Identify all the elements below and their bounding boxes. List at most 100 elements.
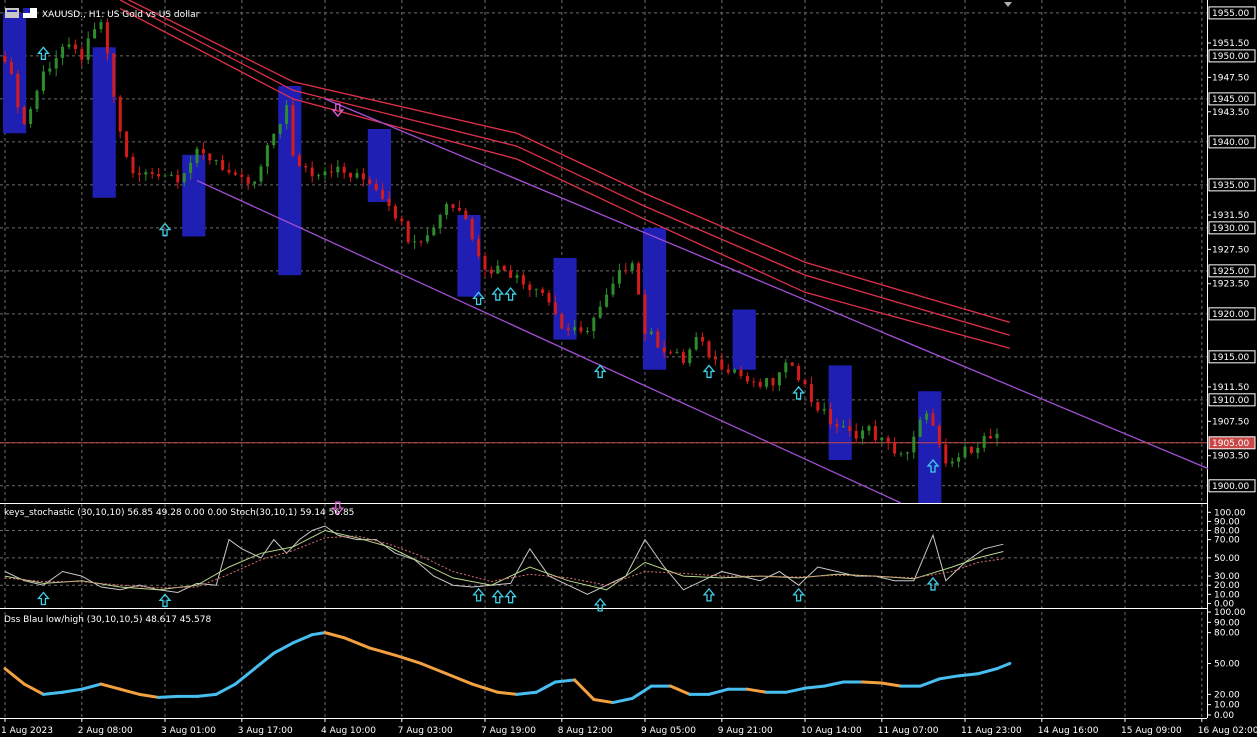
candle-body[interactable]: [304, 165, 308, 168]
candle-body[interactable]: [854, 430, 858, 439]
main-price-panel[interactable]: [0, 0, 1209, 504]
dss-segment[interactable]: [419, 661, 449, 676]
buy-arrow-icon[interactable]: [158, 222, 172, 237]
price-level-box[interactable]: [1208, 393, 1256, 407]
candle-body[interactable]: [227, 169, 231, 173]
candle-body[interactable]: [925, 413, 929, 420]
candle-body[interactable]: [681, 352, 685, 364]
candle-body[interactable]: [624, 269, 628, 271]
candle-body[interactable]: [841, 426, 845, 428]
signal-box[interactable]: [182, 154, 206, 237]
candle-body[interactable]: [630, 263, 634, 271]
candle-body[interactable]: [905, 452, 909, 454]
candle-body[interactable]: [80, 49, 84, 60]
candle-body[interactable]: [643, 294, 647, 334]
buy-arrow-icon[interactable]: [504, 589, 517, 604]
candle-body[interactable]: [16, 73, 20, 108]
signal-box[interactable]: [918, 391, 942, 503]
buy-arrow-icon[interactable]: [491, 287, 505, 301]
candle-body[interactable]: [521, 275, 525, 285]
price-level-box[interactable]: [1208, 264, 1256, 278]
sell-arrow-icon[interactable]: [331, 103, 345, 118]
candle-body[interactable]: [93, 29, 97, 39]
candle-body[interactable]: [752, 381, 756, 383]
candle-body[interactable]: [73, 44, 77, 50]
dss-segment[interactable]: [3, 667, 26, 686]
candle-body[interactable]: [784, 362, 788, 373]
candle-body[interactable]: [547, 292, 551, 303]
signal-box[interactable]: [278, 85, 302, 276]
candle-body[interactable]: [86, 38, 90, 60]
dss-segment[interactable]: [803, 684, 826, 690]
candle-body[interactable]: [201, 148, 205, 154]
dss-segment[interactable]: [393, 653, 423, 665]
candle-body[interactable]: [822, 408, 826, 411]
dss-segment[interactable]: [214, 682, 237, 696]
price-level-box[interactable]: [1208, 479, 1256, 493]
candle-body[interactable]: [541, 289, 545, 293]
candle-body[interactable]: [797, 365, 801, 381]
candle-body[interactable]: [829, 408, 833, 425]
candle-body[interactable]: [361, 173, 365, 180]
dss-panel[interactable]: [3, 631, 1012, 705]
dss-segment[interactable]: [573, 678, 596, 701]
dss-segment[interactable]: [22, 682, 45, 696]
candle-body[interactable]: [489, 269, 493, 274]
candle-body[interactable]: [387, 198, 391, 207]
dss-segment[interactable]: [470, 682, 500, 694]
candle-body[interactable]: [35, 90, 39, 109]
dss-segment[interactable]: [515, 690, 538, 696]
price-level-box[interactable]: [1208, 135, 1256, 149]
candle-body[interactable]: [336, 166, 340, 173]
candle-body[interactable]: [419, 241, 423, 243]
candle-body[interactable]: [131, 156, 135, 174]
dss-segment[interactable]: [880, 681, 903, 688]
dss-segment[interactable]: [323, 631, 346, 640]
signal-box[interactable]: [643, 227, 667, 370]
signal-box[interactable]: [732, 309, 756, 370]
candle-body[interactable]: [29, 108, 33, 124]
dss-segment[interactable]: [861, 680, 884, 685]
candle-body[interactable]: [477, 239, 481, 256]
candle-body[interactable]: [464, 210, 468, 219]
buy-arrow-icon[interactable]: [37, 46, 50, 60]
candle-body[interactable]: [438, 214, 442, 229]
time-axis[interactable]: 1 Aug 2023 2 Aug 08:00 3 Aug 01:00 3 Aug 17…: [1, 718, 1257, 736]
candle-body[interactable]: [381, 190, 385, 199]
dss-segment[interactable]: [137, 692, 161, 699]
buy-arrow-icon[interactable]: [593, 364, 607, 379]
buy-arrow-icon[interactable]: [926, 576, 940, 591]
dss-segment[interactable]: [534, 680, 557, 694]
candle-body[interactable]: [893, 443, 897, 454]
dss-segment[interactable]: [61, 687, 84, 694]
candle-body[interactable]: [3, 55, 7, 62]
candle-body[interactable]: [969, 446, 973, 453]
candle-body[interactable]: [182, 173, 186, 183]
candle-body[interactable]: [246, 176, 250, 184]
candle-body[interactable]: [157, 174, 161, 177]
candle-body[interactable]: [259, 166, 263, 182]
candle-body[interactable]: [432, 228, 436, 236]
candle-body[interactable]: [48, 68, 52, 72]
candle-body[interactable]: [233, 172, 237, 175]
candle-body[interactable]: [272, 133, 276, 146]
candle-body[interactable]: [573, 327, 577, 331]
stochastic-line[interactable]: [4, 535, 1004, 589]
candle-body[interactable]: [208, 153, 212, 161]
dss-segment[interactable]: [822, 680, 845, 688]
candle-body[interactable]: [176, 174, 180, 183]
candle-body[interactable]: [112, 53, 116, 97]
candle-body[interactable]: [867, 426, 871, 431]
candle-body[interactable]: [637, 263, 641, 295]
candle-body[interactable]: [848, 426, 852, 431]
dss-segment[interactable]: [233, 667, 257, 686]
dss-segment[interactable]: [80, 682, 103, 691]
candle-body[interactable]: [483, 255, 487, 270]
candle-body[interactable]: [694, 337, 698, 350]
candle-body[interactable]: [297, 155, 301, 166]
candle-body[interactable]: [534, 289, 538, 291]
price-level-box[interactable]: [1208, 178, 1256, 192]
candle-body[interactable]: [355, 173, 359, 178]
candle-body[interactable]: [9, 61, 13, 74]
candle-body[interactable]: [515, 275, 519, 278]
